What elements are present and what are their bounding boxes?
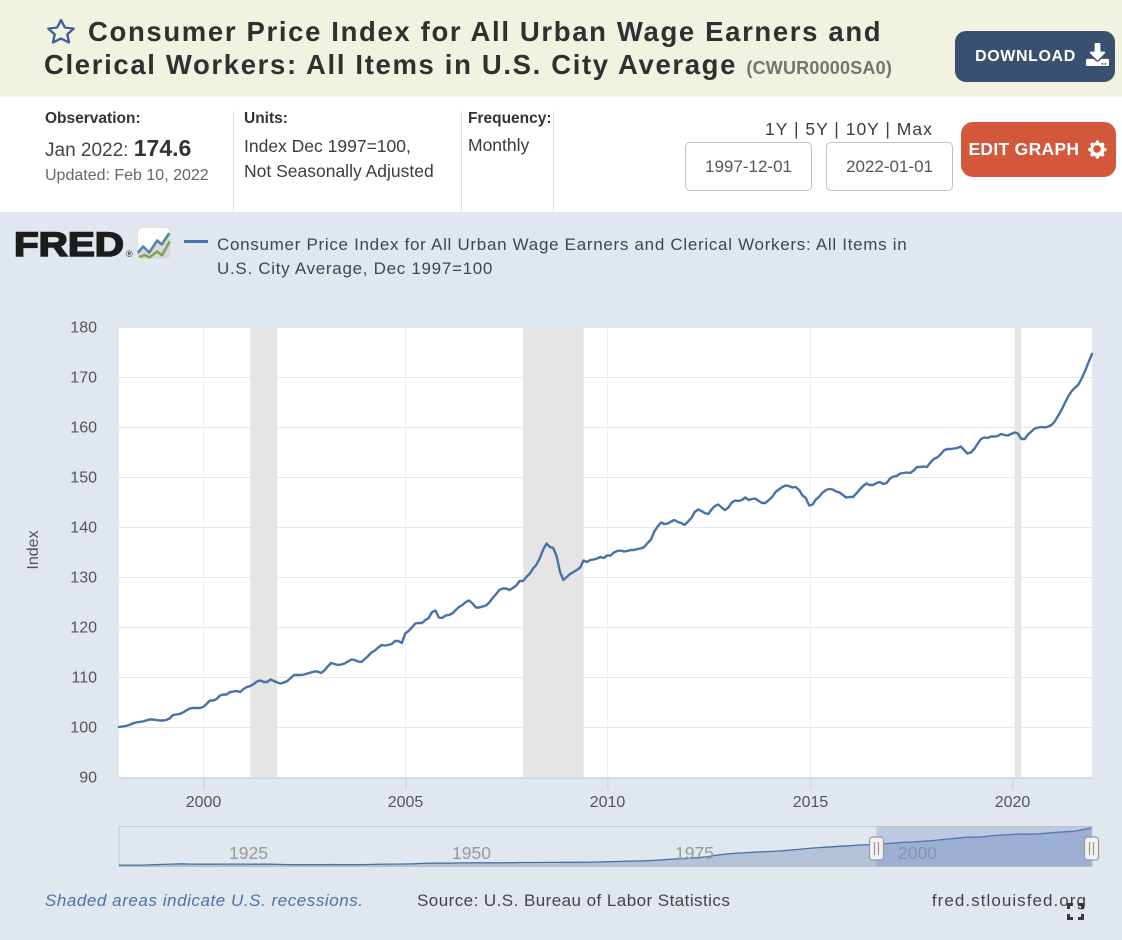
svg-text:1975: 1975	[675, 843, 714, 863]
svg-text:1925: 1925	[229, 843, 268, 863]
svg-text:1950: 1950	[452, 843, 491, 863]
svg-text:130: 130	[70, 570, 97, 587]
svg-text:170: 170	[70, 370, 97, 387]
svg-text:2015: 2015	[793, 794, 829, 811]
svg-text:®: ®	[126, 249, 133, 259]
svg-text:120: 120	[70, 620, 97, 637]
svg-text:2005: 2005	[388, 794, 424, 811]
svg-text:2000: 2000	[186, 794, 222, 811]
svg-text:100: 100	[70, 720, 97, 737]
svg-text:110: 110	[71, 670, 97, 687]
svg-text:FRED: FRED	[14, 226, 124, 260]
svg-text:90: 90	[79, 770, 97, 787]
svg-text:180: 180	[70, 320, 97, 337]
svg-text:2000: 2000	[898, 843, 937, 863]
svg-text:140: 140	[70, 520, 97, 537]
svg-text:160: 160	[70, 420, 97, 437]
svg-text:Index: Index	[25, 530, 42, 569]
svg-text:150: 150	[70, 470, 97, 487]
svg-text:2020: 2020	[995, 794, 1031, 811]
svg-text:2010: 2010	[590, 794, 626, 811]
